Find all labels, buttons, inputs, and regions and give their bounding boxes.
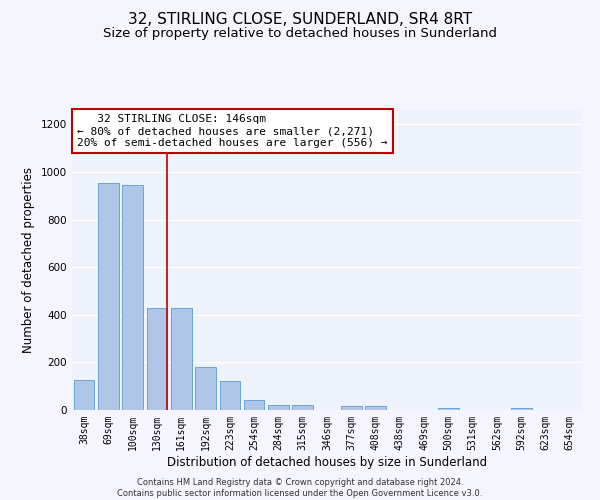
- Bar: [122, 185, 143, 410]
- Bar: [292, 405, 313, 410]
- Bar: [74, 380, 94, 410]
- Text: Contains HM Land Registry data © Crown copyright and database right 2024.
Contai: Contains HM Land Registry data © Crown c…: [118, 478, 482, 498]
- Text: 32, STIRLING CLOSE, SUNDERLAND, SR4 8RT: 32, STIRLING CLOSE, SUNDERLAND, SR4 8RT: [128, 12, 472, 28]
- Bar: [98, 182, 119, 410]
- Bar: [244, 400, 265, 410]
- Bar: [146, 308, 167, 410]
- Bar: [171, 308, 191, 410]
- Bar: [195, 367, 216, 410]
- Bar: [220, 382, 240, 410]
- X-axis label: Distribution of detached houses by size in Sunderland: Distribution of detached houses by size …: [167, 456, 487, 468]
- Bar: [341, 406, 362, 410]
- Bar: [365, 406, 386, 410]
- Bar: [511, 408, 532, 410]
- Bar: [268, 405, 289, 410]
- Text: 32 STIRLING CLOSE: 146sqm
← 80% of detached houses are smaller (2,271)
20% of se: 32 STIRLING CLOSE: 146sqm ← 80% of detac…: [77, 114, 388, 148]
- Text: Size of property relative to detached houses in Sunderland: Size of property relative to detached ho…: [103, 28, 497, 40]
- Bar: [438, 408, 459, 410]
- Y-axis label: Number of detached properties: Number of detached properties: [22, 167, 35, 353]
